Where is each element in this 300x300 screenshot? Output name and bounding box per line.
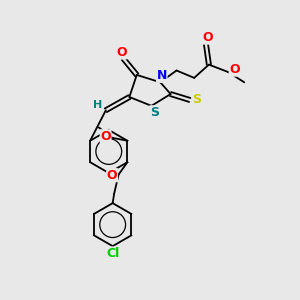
Text: S: S: [150, 106, 159, 119]
Text: O: O: [229, 63, 240, 76]
Text: O: O: [202, 31, 213, 44]
Text: N: N: [157, 69, 167, 82]
Text: H: H: [93, 100, 102, 110]
Text: O: O: [107, 169, 117, 182]
Text: Cl: Cl: [106, 247, 119, 260]
Text: S: S: [193, 93, 202, 106]
Text: O: O: [100, 130, 111, 143]
Text: O: O: [117, 46, 127, 59]
